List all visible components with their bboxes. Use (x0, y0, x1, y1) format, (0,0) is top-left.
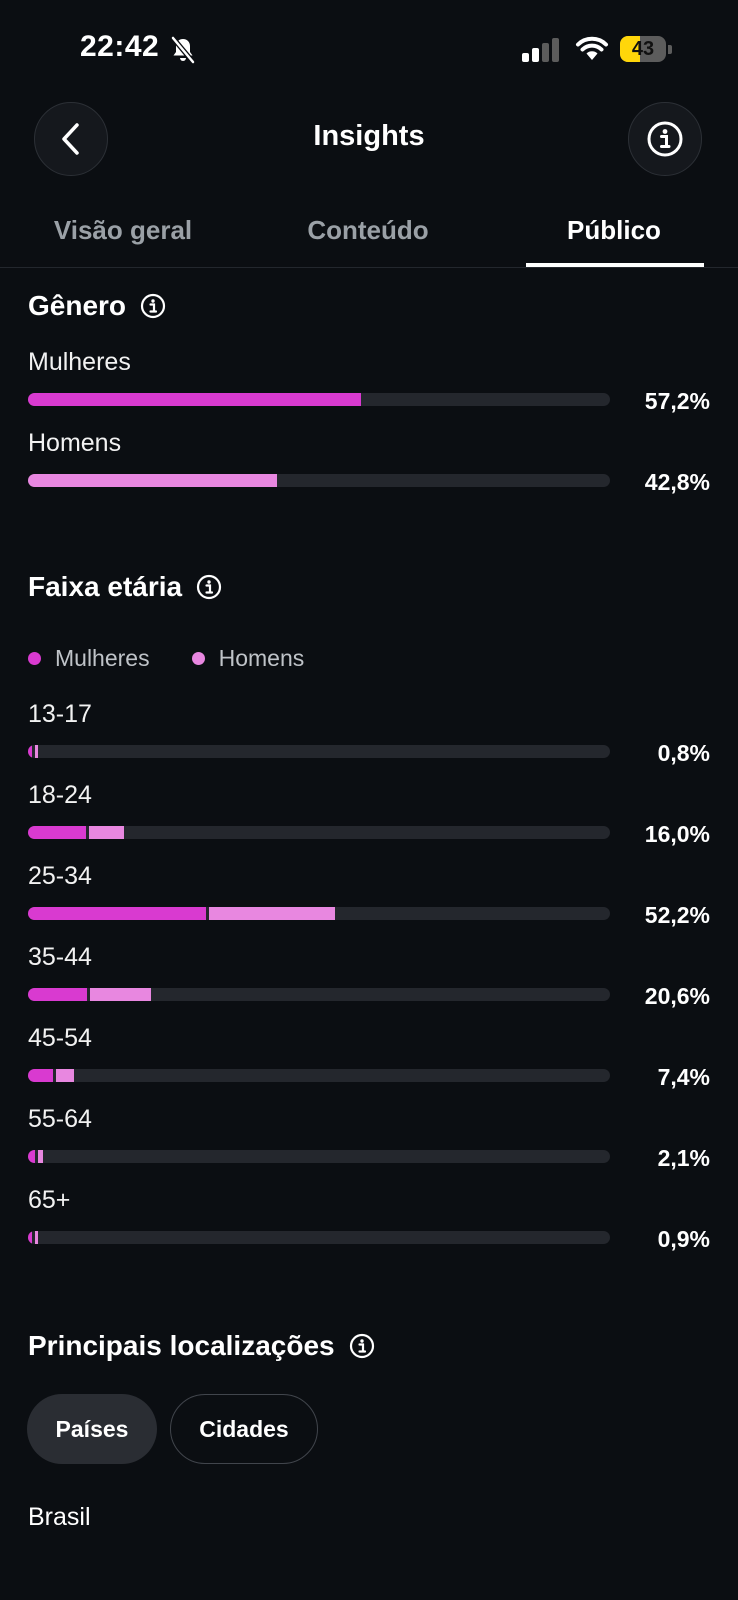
wifi-icon (576, 36, 608, 60)
age-bar-men-segment (89, 826, 125, 839)
legend-item-women: Mulheres (28, 645, 150, 672)
tab-audience[interactable]: Público (567, 215, 661, 245)
age-bar-men-segment (37, 1150, 44, 1163)
bar-fill-women (28, 393, 361, 406)
age-bar-men-segment (35, 1231, 38, 1244)
legend-dot-men (191, 652, 205, 665)
age-bar (28, 988, 610, 1001)
legend-label-men: Homens (218, 645, 305, 671)
status-time: 22:42 (80, 30, 160, 63)
battery-level: 43 (631, 38, 655, 60)
age-bar-women-segment (28, 907, 206, 920)
age-bar-men-segment (35, 745, 38, 758)
age-bar-men-segment (56, 1069, 75, 1082)
age-label: 55-64 (28, 1105, 92, 1133)
tab-divider (0, 267, 738, 268)
chip-countries[interactable]: Países (27, 1394, 157, 1464)
age-bar-women-segment (28, 1150, 35, 1163)
battery-icon: 43 (620, 36, 672, 62)
gender-label-women: Mulheres (28, 348, 131, 376)
age-bar-women-segment (28, 988, 88, 1001)
age-bar (28, 826, 610, 839)
gender-section-title: Gênero (28, 290, 166, 322)
gender-label-men: Homens (28, 429, 122, 457)
age-bar-women-segment (28, 745, 32, 758)
back-chevron-icon (62, 123, 79, 155)
age-legend: Mulheres Homens (28, 645, 332, 672)
chip-cities[interactable]: Cidades (170, 1394, 318, 1464)
legend-item-men: Homens (191, 645, 305, 672)
info-icon[interactable] (140, 293, 166, 319)
legend-label-women: Mulheres (55, 645, 150, 671)
tab-overview[interactable]: Visão geral (53, 215, 193, 245)
age-label: 18-24 (28, 781, 92, 809)
info-button[interactable] (628, 102, 702, 176)
age-bar (28, 1231, 610, 1244)
gender-pct-women: 57,2% (644, 388, 710, 414)
age-bar-women-segment (28, 1231, 32, 1244)
bar-fill-men (28, 474, 278, 487)
age-label: 45-54 (28, 1024, 92, 1052)
age-pct: 52,2% (644, 902, 710, 928)
age-bar-men-segment (90, 988, 151, 1001)
age-pct: 2,1% (657, 1145, 710, 1171)
gender-bar-women (28, 393, 610, 406)
cellular-signal-icon (522, 38, 559, 62)
age-bar (28, 1150, 610, 1163)
legend-dot-women (28, 652, 41, 665)
locations-section-title: Principais localizações (28, 1330, 375, 1362)
age-bar (28, 1069, 610, 1082)
back-button[interactable] (34, 102, 108, 176)
age-label: 65+ (28, 1186, 71, 1214)
age-label: 35-44 (28, 943, 92, 971)
age-title: Faixa etária (28, 571, 183, 602)
gender-pct-men: 42,8% (644, 469, 710, 495)
age-pct: 16,0% (644, 821, 710, 847)
age-pct: 20,6% (644, 983, 710, 1009)
gender-bar-men (28, 474, 610, 487)
locations-title: Principais localizações (28, 1330, 335, 1361)
page-title: Insights (313, 120, 425, 152)
age-section-title: Faixa etária (28, 571, 222, 603)
active-tab-indicator (526, 263, 704, 267)
age-pct: 0,8% (657, 740, 710, 766)
age-label: 25-34 (28, 862, 92, 890)
info-icon[interactable] (196, 574, 222, 600)
location-item: Brasil (28, 1503, 91, 1531)
gender-title: Gênero (28, 290, 127, 321)
age-bar (28, 907, 610, 920)
age-bar-women-segment (28, 1069, 54, 1082)
info-icon (647, 121, 683, 157)
age-label: 13-17 (28, 700, 92, 728)
age-bar-men-segment (208, 907, 335, 920)
info-icon[interactable] (349, 1333, 375, 1359)
age-pct: 0,9% (657, 1226, 710, 1252)
bell-slash-icon (171, 36, 195, 64)
tab-content[interactable]: Conteúdo (307, 215, 429, 245)
age-bar (28, 745, 610, 758)
age-bar-women-segment (28, 826, 87, 839)
age-pct: 7,4% (657, 1064, 710, 1090)
